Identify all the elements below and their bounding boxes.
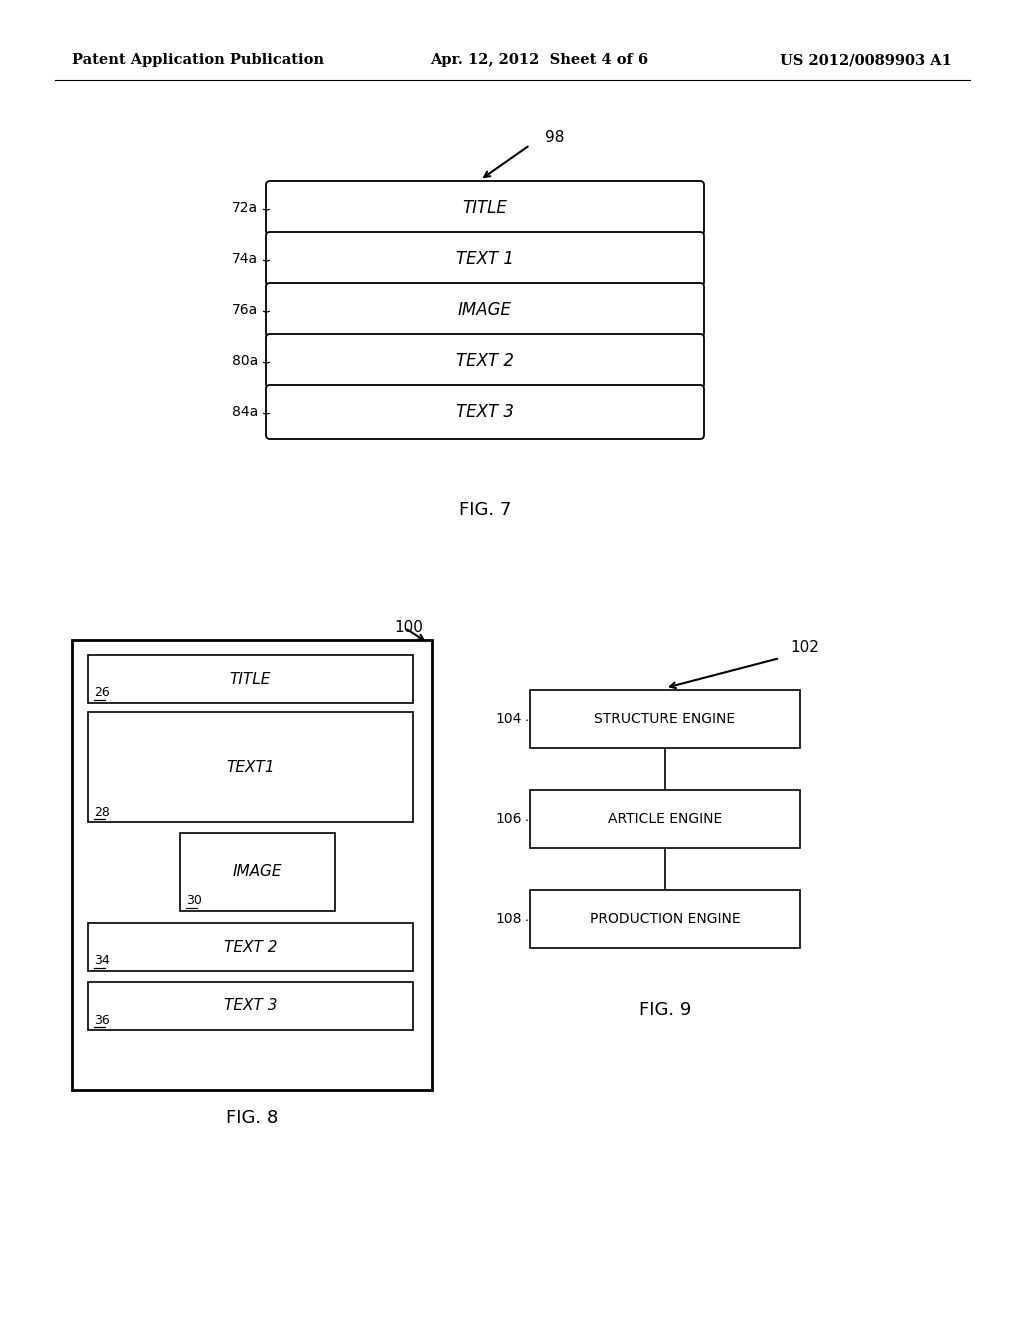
Text: STRUCTURE ENGINE: STRUCTURE ENGINE xyxy=(595,711,735,726)
Bar xyxy=(72,640,432,1090)
Text: TEXT 2: TEXT 2 xyxy=(224,940,278,954)
FancyBboxPatch shape xyxy=(266,334,705,388)
Text: 106: 106 xyxy=(496,812,522,826)
Text: 74a: 74a xyxy=(231,252,258,267)
Text: Apr. 12, 2012  Sheet 4 of 6: Apr. 12, 2012 Sheet 4 of 6 xyxy=(430,53,648,67)
Text: TEXT 1: TEXT 1 xyxy=(456,249,514,268)
Text: Patent Application Publication: Patent Application Publication xyxy=(72,53,324,67)
Text: ARTICLE ENGINE: ARTICLE ENGINE xyxy=(608,812,722,826)
Text: 30: 30 xyxy=(186,895,202,908)
Text: IMAGE: IMAGE xyxy=(232,865,283,879)
Text: TEXT 3: TEXT 3 xyxy=(456,403,514,421)
Text: TEXT1: TEXT1 xyxy=(226,759,274,775)
Bar xyxy=(88,982,413,1030)
FancyBboxPatch shape xyxy=(266,282,705,337)
Text: 98: 98 xyxy=(545,131,564,145)
Text: 72a: 72a xyxy=(231,201,258,215)
Text: 28: 28 xyxy=(94,805,110,818)
Text: 102: 102 xyxy=(790,640,819,656)
Text: 76a: 76a xyxy=(231,304,258,317)
Bar xyxy=(180,833,335,911)
Text: TITLE: TITLE xyxy=(229,672,271,686)
Bar xyxy=(530,789,800,847)
Text: 100: 100 xyxy=(394,620,423,635)
Bar xyxy=(88,923,413,972)
Bar xyxy=(88,655,413,704)
Text: 104: 104 xyxy=(496,711,522,726)
Text: TITLE: TITLE xyxy=(463,199,508,216)
Text: 36: 36 xyxy=(94,1014,110,1027)
Text: FIG. 7: FIG. 7 xyxy=(459,502,511,519)
Text: 108: 108 xyxy=(496,912,522,927)
Text: 84a: 84a xyxy=(231,405,258,418)
Text: 26: 26 xyxy=(94,686,110,700)
Text: FIG. 9: FIG. 9 xyxy=(639,1001,691,1019)
Text: TEXT 2: TEXT 2 xyxy=(456,352,514,370)
FancyBboxPatch shape xyxy=(266,181,705,235)
Text: 34: 34 xyxy=(94,954,110,968)
Text: PRODUCTION ENGINE: PRODUCTION ENGINE xyxy=(590,912,740,927)
Text: 80a: 80a xyxy=(231,354,258,368)
Bar xyxy=(530,690,800,748)
Bar xyxy=(530,890,800,948)
Bar xyxy=(88,711,413,822)
FancyBboxPatch shape xyxy=(266,232,705,286)
Text: IMAGE: IMAGE xyxy=(458,301,512,319)
FancyBboxPatch shape xyxy=(266,385,705,440)
Text: US 2012/0089903 A1: US 2012/0089903 A1 xyxy=(780,53,952,67)
Text: TEXT 3: TEXT 3 xyxy=(224,998,278,1014)
Text: FIG. 8: FIG. 8 xyxy=(226,1109,279,1127)
